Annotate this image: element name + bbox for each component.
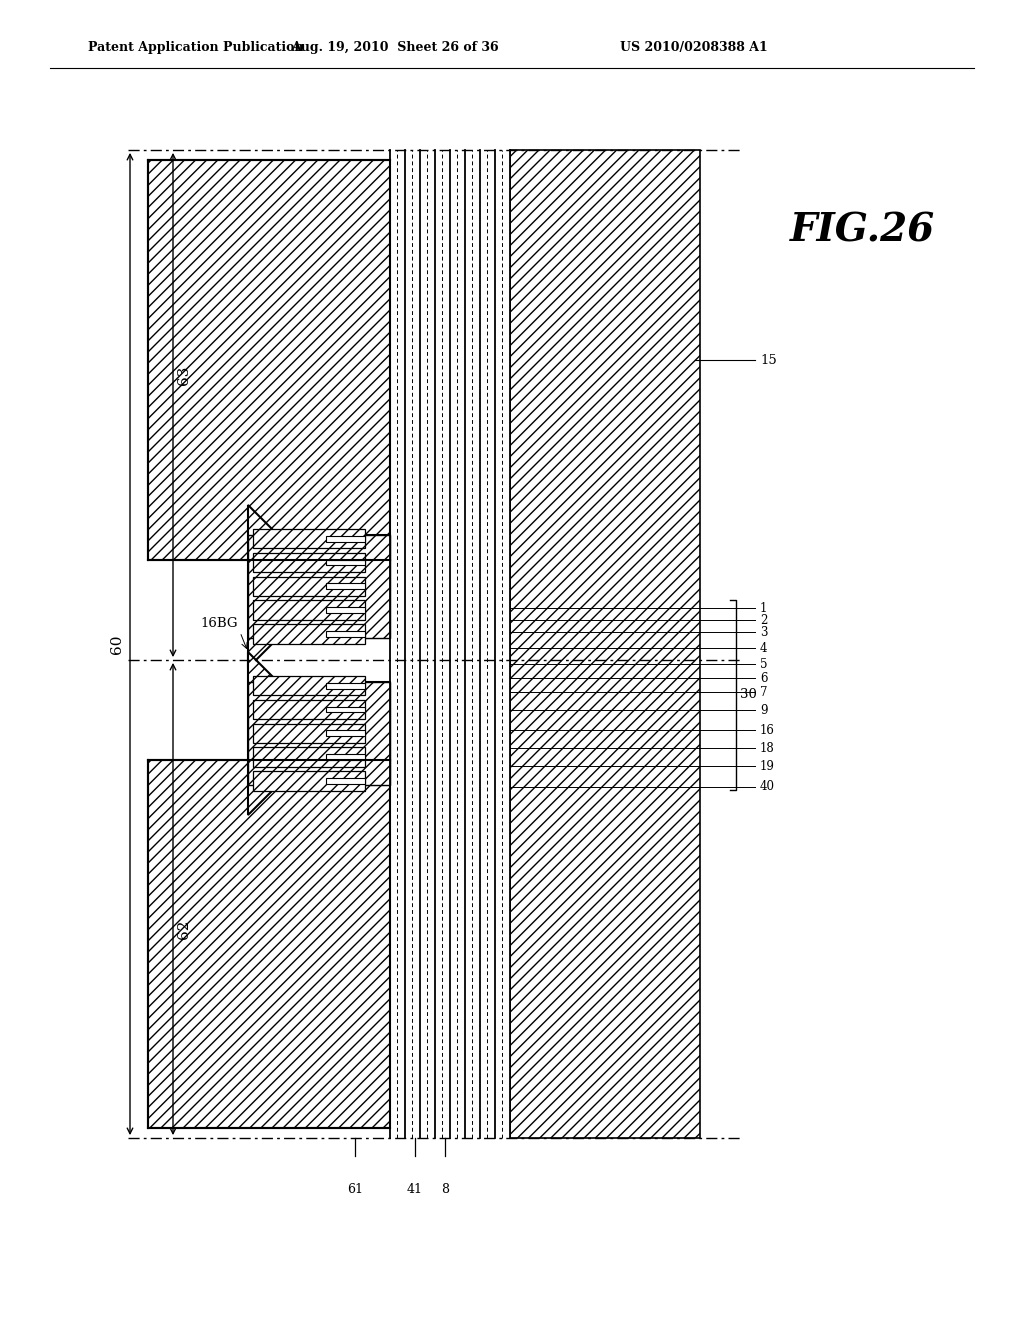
Polygon shape [253,723,366,743]
Text: 8: 8 [441,1183,449,1196]
Polygon shape [450,150,510,1138]
Text: US 2010/0208388 A1: US 2010/0208388 A1 [620,41,768,54]
Polygon shape [253,529,366,548]
Polygon shape [326,536,366,541]
Polygon shape [253,553,366,572]
Polygon shape [495,150,510,1138]
Polygon shape [253,624,366,644]
Text: 7: 7 [760,685,768,698]
Text: 62: 62 [177,919,191,939]
Polygon shape [390,150,510,1138]
Text: 30: 30 [740,689,757,701]
Text: 63: 63 [177,366,191,384]
Text: Aug. 19, 2010  Sheet 26 of 36: Aug. 19, 2010 Sheet 26 of 36 [291,41,499,54]
Polygon shape [253,601,366,620]
Polygon shape [326,730,366,737]
Text: 5: 5 [760,657,768,671]
Text: Patent Application Publication: Patent Application Publication [88,41,303,54]
Polygon shape [326,706,366,713]
Polygon shape [248,682,390,785]
Text: 40: 40 [760,780,775,793]
Text: 3: 3 [760,626,768,639]
Text: 2: 2 [760,614,767,627]
Polygon shape [253,676,366,696]
Polygon shape [253,577,366,597]
Polygon shape [326,682,366,689]
Polygon shape [248,535,390,638]
Text: 9: 9 [760,704,768,717]
Text: 61: 61 [347,1183,362,1196]
Text: 19: 19 [760,759,775,772]
Polygon shape [326,583,366,589]
Polygon shape [253,747,366,767]
Polygon shape [148,160,390,668]
Text: 6: 6 [760,672,768,685]
Text: 16BG: 16BG [201,616,238,630]
Text: 4: 4 [760,642,768,655]
Text: 18: 18 [760,742,775,755]
Polygon shape [148,652,390,1129]
Polygon shape [510,150,700,1138]
Text: 60: 60 [110,634,124,653]
Polygon shape [326,777,366,784]
Polygon shape [326,607,366,612]
Text: FIG.26: FIG.26 [790,211,935,249]
Text: 16: 16 [760,723,775,737]
Polygon shape [326,560,366,565]
Polygon shape [326,631,366,636]
Text: 41: 41 [407,1183,423,1196]
Polygon shape [253,700,366,719]
Text: 1: 1 [760,602,767,615]
Polygon shape [253,771,366,791]
Text: 15: 15 [760,354,777,367]
Polygon shape [326,754,366,760]
